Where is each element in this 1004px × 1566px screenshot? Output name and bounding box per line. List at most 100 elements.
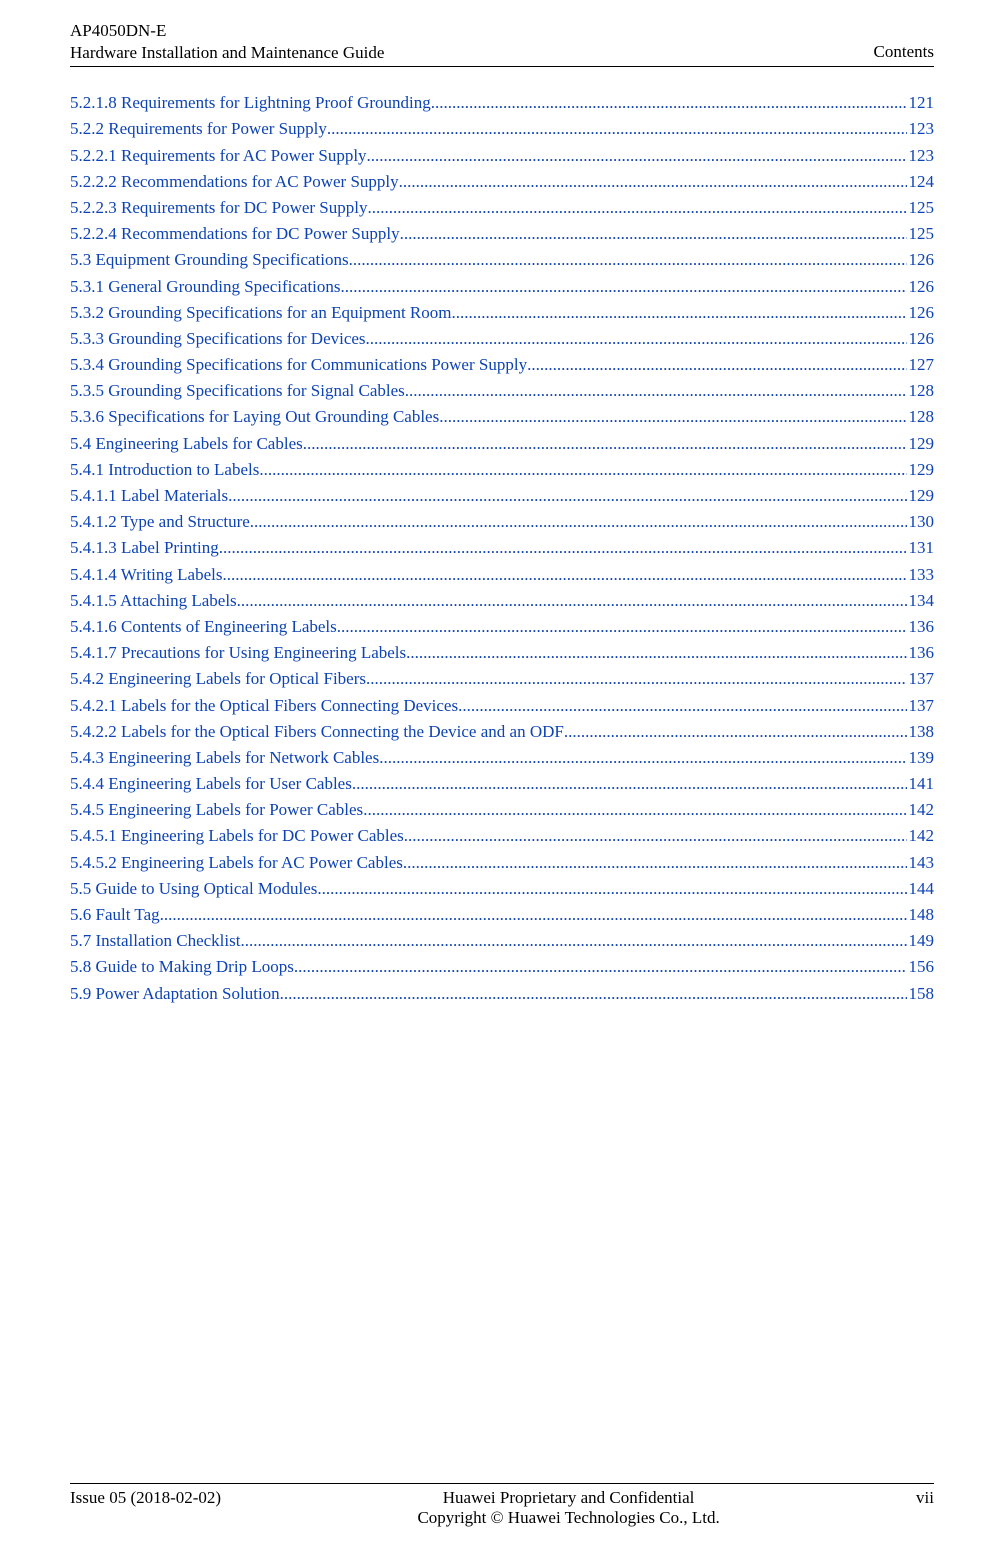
toc-link[interactable]: 5.4.2 Engineering Labels for Optical Fib… [70, 669, 366, 689]
toc-row: 5.3.6 Specifications for Laying Out Grou… [70, 407, 934, 427]
toc-page-number: 129 [907, 434, 935, 454]
toc-link[interactable]: 5.4.1.3 Label Printing [70, 538, 219, 558]
toc-link[interactable]: 5.9 Power Adaptation Solution [70, 984, 280, 1004]
toc-link[interactable]: 5.2.2 Requirements for Power Supply [70, 119, 327, 139]
footer-copyright: Copyright © Huawei Technologies Co., Ltd… [221, 1508, 916, 1528]
header-left: AP4050DN-E Hardware Installation and Mai… [70, 20, 384, 64]
toc-leader: ........................................… [352, 774, 907, 794]
toc-page-number: 148 [907, 905, 935, 925]
toc-page-number: 138 [907, 722, 935, 742]
toc-link[interactable]: 5.4.1.1 Label Materials [70, 486, 228, 506]
toc-link[interactable]: 5.4.5 Engineering Labels for Power Cable… [70, 800, 363, 820]
header-section: Contents [874, 42, 934, 64]
toc-link[interactable]: 5.4.1.7 Precautions for Using Engineerin… [70, 643, 406, 663]
toc-page-number: 142 [907, 800, 935, 820]
toc-leader: ........................................… [349, 250, 907, 270]
toc-leader: ........................................… [280, 984, 907, 1004]
toc-leader: ........................................… [458, 696, 906, 716]
table-of-contents: 5.2.1.8 Requirements for Lightning Proof… [70, 93, 934, 1003]
toc-link[interactable]: 5.6 Fault Tag [70, 905, 160, 925]
toc-link[interactable]: 5.4.4 Engineering Labels for User Cables [70, 774, 352, 794]
toc-leader: ........................................… [228, 486, 906, 506]
toc-row: 5.4.1.3 Label Printing..................… [70, 538, 934, 558]
toc-page-number: 137 [907, 669, 935, 689]
toc-leader: ........................................… [431, 93, 907, 113]
toc-row: 5.2.2 Requirements for Power Supply.....… [70, 119, 934, 139]
toc-leader: ........................................… [403, 853, 907, 873]
toc-page-number: 128 [907, 381, 935, 401]
toc-link[interactable]: 5.2.2.1 Requirements for AC Power Supply [70, 146, 367, 166]
toc-row: 5.3 Equipment Grounding Specifications..… [70, 250, 934, 270]
toc-link[interactable]: 5.8 Guide to Making Drip Loops [70, 957, 294, 977]
toc-link[interactable]: 5.4.2.1 Labels for the Optical Fibers Co… [70, 696, 458, 716]
toc-link[interactable]: 5.4.1.2 Type and Structure [70, 512, 250, 532]
toc-leader: ........................................… [219, 538, 907, 558]
toc-link[interactable]: 5.4.5.2 Engineering Labels for AC Power … [70, 853, 403, 873]
toc-page-number: 126 [907, 303, 935, 323]
toc-page-number: 149 [907, 931, 935, 951]
toc-leader: ........................................… [327, 119, 907, 139]
page-container: AP4050DN-E Hardware Installation and Mai… [0, 0, 1004, 1566]
toc-link[interactable]: 5.3.4 Grounding Specifications for Commu… [70, 355, 527, 375]
toc-link[interactable]: 5.4.5.1 Engineering Labels for DC Power … [70, 826, 404, 846]
toc-leader: ........................................… [367, 146, 907, 166]
toc-page-number: 137 [907, 696, 935, 716]
toc-link[interactable]: 5.3 Equipment Grounding Specifications [70, 250, 349, 270]
toc-link[interactable]: 5.4.1 Introduction to Labels [70, 460, 259, 480]
footer-center: Huawei Proprietary and Confidential Copy… [221, 1488, 916, 1528]
toc-leader: ........................................… [564, 722, 907, 742]
toc-page-number: 121 [907, 93, 935, 113]
toc-row: 5.2.2.3 Requirements for DC Power Supply… [70, 198, 934, 218]
footer-issue: Issue 05 (2018-02-02) [70, 1488, 221, 1508]
toc-link[interactable]: 5.2.2.4 Recommendations for DC Power Sup… [70, 224, 400, 244]
toc-leader: ........................................… [259, 460, 906, 480]
toc-link[interactable]: 5.4.1.5 Attaching Labels [70, 591, 237, 611]
toc-leader: ........................................… [400, 224, 907, 244]
toc-row: 5.4.1.7 Precautions for Using Engineerin… [70, 643, 934, 663]
toc-link[interactable]: 5.2.2.3 Requirements for DC Power Supply [70, 198, 367, 218]
toc-leader: ........................................… [237, 591, 907, 611]
toc-leader: ........................................… [366, 329, 907, 349]
toc-page-number: 129 [907, 460, 935, 480]
toc-link[interactable]: 5.5 Guide to Using Optical Modules [70, 879, 317, 899]
toc-page-number: 127 [907, 355, 935, 375]
toc-link[interactable]: 5.2.1.8 Requirements for Lightning Proof… [70, 93, 431, 113]
toc-leader: ........................................… [303, 434, 907, 454]
toc-leader: ........................................… [399, 172, 907, 192]
toc-page-number: 125 [907, 198, 935, 218]
toc-link[interactable]: 5.3.6 Specifications for Laying Out Grou… [70, 407, 439, 427]
toc-leader: ........................................… [379, 748, 906, 768]
toc-link[interactable]: 5.3.5 Grounding Specifications for Signa… [70, 381, 405, 401]
toc-row: 5.4.2.2 Labels for the Optical Fibers Co… [70, 722, 934, 742]
toc-row: 5.4.1 Introduction to Labels............… [70, 460, 934, 480]
toc-link[interactable]: 5.3.3 Grounding Specifications for Devic… [70, 329, 366, 349]
toc-row: 5.8 Guide to Making Drip Loops..........… [70, 957, 934, 977]
toc-link[interactable]: 5.4.1.6 Contents of Engineering Labels [70, 617, 337, 637]
toc-link[interactable]: 5.3.1 General Grounding Specifications [70, 277, 341, 297]
toc-link[interactable]: 5.2.2.2 Recommendations for AC Power Sup… [70, 172, 399, 192]
toc-leader: ........................................… [160, 905, 907, 925]
toc-link[interactable]: 5.7 Installation Checklist [70, 931, 240, 951]
toc-link[interactable]: 5.4.1.4 Writing Labels [70, 565, 222, 585]
toc-link[interactable]: 5.4.2.2 Labels for the Optical Fibers Co… [70, 722, 564, 742]
page-header: AP4050DN-E Hardware Installation and Mai… [70, 20, 934, 67]
toc-row: 5.4.1.1 Label Materials.................… [70, 486, 934, 506]
toc-leader: ........................................… [406, 643, 906, 663]
toc-page-number: 133 [907, 565, 935, 585]
toc-link[interactable]: 5.3.2 Grounding Specifications for an Eq… [70, 303, 452, 323]
toc-page-number: 156 [907, 957, 935, 977]
toc-row: 5.2.2.2 Recommendations for AC Power Sup… [70, 172, 934, 192]
toc-row: 5.4.4 Engineering Labels for User Cables… [70, 774, 934, 794]
toc-row: 5.2.2.4 Recommendations for DC Power Sup… [70, 224, 934, 244]
toc-page-number: 136 [907, 617, 935, 637]
page-footer: Issue 05 (2018-02-02) Huawei Proprietary… [70, 1483, 934, 1528]
toc-page-number: 136 [907, 643, 935, 663]
toc-leader: ........................................… [294, 957, 907, 977]
toc-leader: ........................................… [367, 198, 906, 218]
toc-row: 5.4.1.6 Contents of Engineering Labels..… [70, 617, 934, 637]
toc-page-number: 123 [907, 146, 935, 166]
toc-row: 5.2.2.1 Requirements for AC Power Supply… [70, 146, 934, 166]
toc-link[interactable]: 5.4 Engineering Labels for Cables [70, 434, 303, 454]
toc-page-number: 143 [907, 853, 935, 873]
toc-link[interactable]: 5.4.3 Engineering Labels for Network Cab… [70, 748, 379, 768]
